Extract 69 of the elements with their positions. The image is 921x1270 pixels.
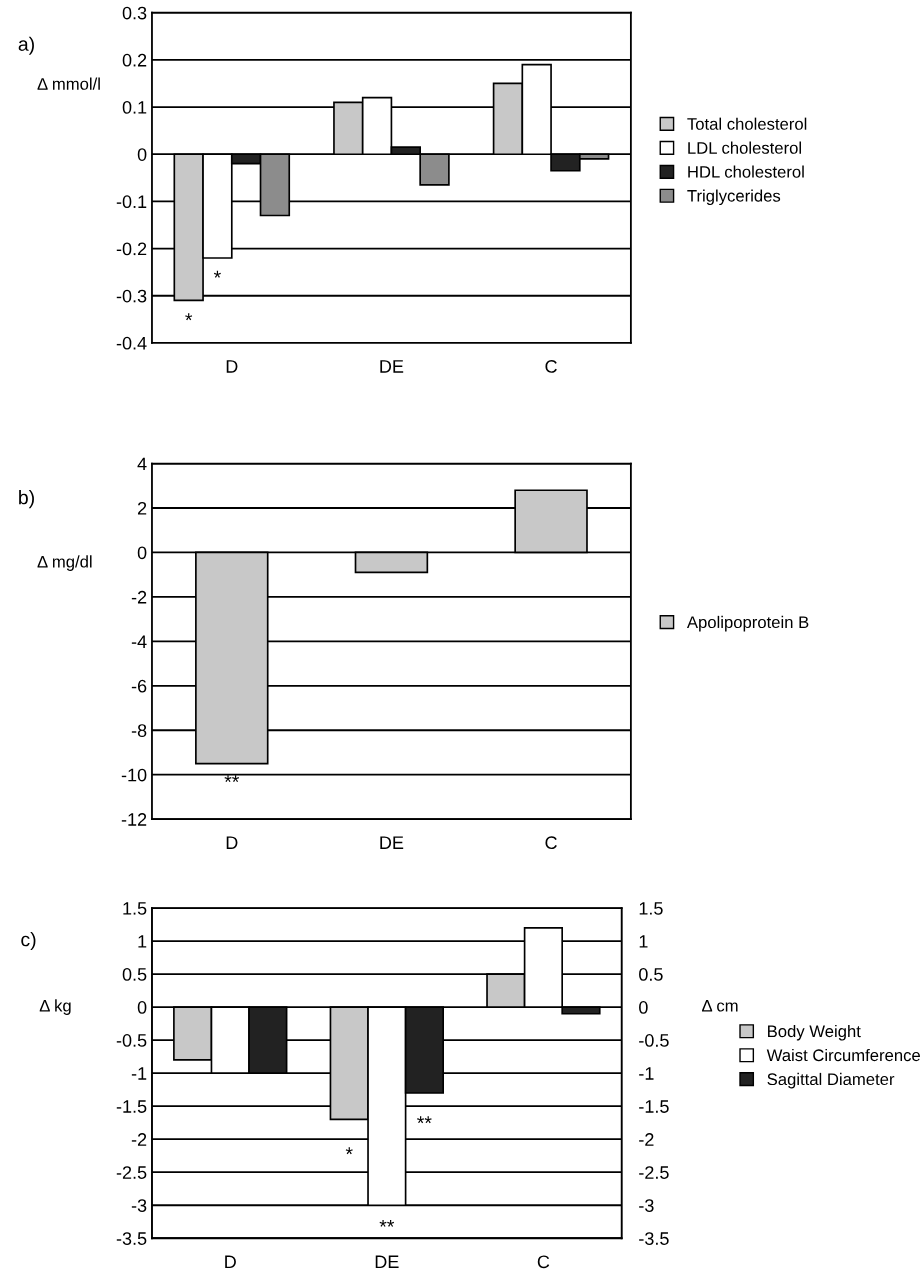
x-tick-label: C (537, 1255, 550, 1269)
y-tick-label: 0.5 (122, 968, 147, 981)
y2-tick-label: -3 (639, 1199, 654, 1212)
x-tick-label: DE (375, 1255, 399, 1268)
legend-label: Sagittal Diameter (767, 1072, 895, 1089)
annotation: ** (417, 1116, 432, 1124)
y-tick-label: -2.5 (116, 1166, 147, 1179)
y-tick-label: 1.5 (123, 902, 147, 915)
y2-tick-label: -1.5 (639, 1100, 669, 1113)
y-tick-label: -2 (131, 590, 147, 604)
y-tick-label: -0.3 (116, 289, 147, 303)
annotation: * (345, 1147, 353, 1155)
x-tick-label: DE (380, 360, 404, 373)
y-tick-label: -0.4 (116, 336, 147, 350)
y-tick-label: -1.5 (116, 1100, 147, 1113)
x-tick-label: C (545, 836, 557, 850)
y-tick-label: -6 (131, 679, 147, 693)
x-tick-label: D (225, 1255, 236, 1268)
legend-label: Body Weight (768, 1024, 861, 1041)
legend-label: Waist Circumference (766, 1048, 920, 1062)
y-tick-label: 0 (137, 148, 147, 161)
y2-tick-label: 0 (639, 1001, 648, 1014)
y2-tick-label: 1.5 (639, 902, 663, 915)
y2-tick-label: -1 (639, 1067, 654, 1080)
y-tick-label: 0.2 (122, 53, 147, 67)
annotation: * (213, 270, 221, 278)
y-tick-label: 0.1 (122, 100, 147, 114)
legend-label: HDL cholesterol (688, 165, 804, 178)
y2-tick-label: 1 (639, 935, 648, 948)
y2-tick-label: -3.5 (639, 1232, 669, 1245)
y-tick-label: 0 (137, 546, 147, 560)
text: a) (18, 36, 34, 55)
annotation: ** (379, 1219, 395, 1227)
y2-tick-label: -0.5 (639, 1034, 669, 1047)
legend-label: Total cholesterol (687, 117, 807, 130)
text: b) (19, 490, 34, 509)
y2-tick-label: -2.5 (639, 1166, 669, 1179)
y-tick-label: 0.3 (122, 6, 147, 20)
y-axis-title: Δ kg (39, 999, 71, 1015)
y-tick-label: -2 (131, 1133, 147, 1146)
y-tick-label: 2 (137, 501, 147, 515)
y-tick-label: 1 (138, 935, 147, 948)
annotation: * (185, 313, 193, 321)
y-tick-label: -3.5 (116, 1232, 147, 1245)
legend-label: Apolipoprotein B (686, 615, 809, 632)
y2-tick-label: 0.5 (639, 968, 663, 981)
legend-label: Triglycerides (687, 189, 781, 206)
y-tick-label: -1 (131, 1067, 147, 1080)
y2-axis-title: Δ cm (702, 999, 738, 1012)
y-tick-label: -12 (121, 813, 147, 826)
y-axis-title: Δ mmol/l (37, 77, 100, 90)
x-tick-label: C (545, 360, 557, 373)
y-tick-label: -0.5 (116, 1034, 147, 1047)
legend-label: LDL cholesterol (688, 141, 801, 154)
y-tick-label: -0.1 (116, 195, 147, 209)
y2-tick-label: -2 (639, 1133, 654, 1146)
x-tick-label: D (226, 360, 238, 373)
y-tick-label: -10 (121, 768, 147, 782)
y-tick-label: -3 (131, 1199, 147, 1212)
annotation: ** (224, 775, 240, 783)
y-tick-label: 4 (137, 457, 147, 471)
x-tick-label: D (226, 836, 238, 849)
y-tick-label: -4 (131, 635, 147, 648)
y-axis-title: Δ mg/dl (37, 555, 92, 571)
text: c) (21, 932, 36, 951)
y-tick-label: -8 (131, 724, 147, 737)
x-tick-label: DE (380, 836, 404, 849)
y-tick-label: 0 (137, 1001, 147, 1014)
y-tick-label: -0.2 (116, 242, 147, 256)
